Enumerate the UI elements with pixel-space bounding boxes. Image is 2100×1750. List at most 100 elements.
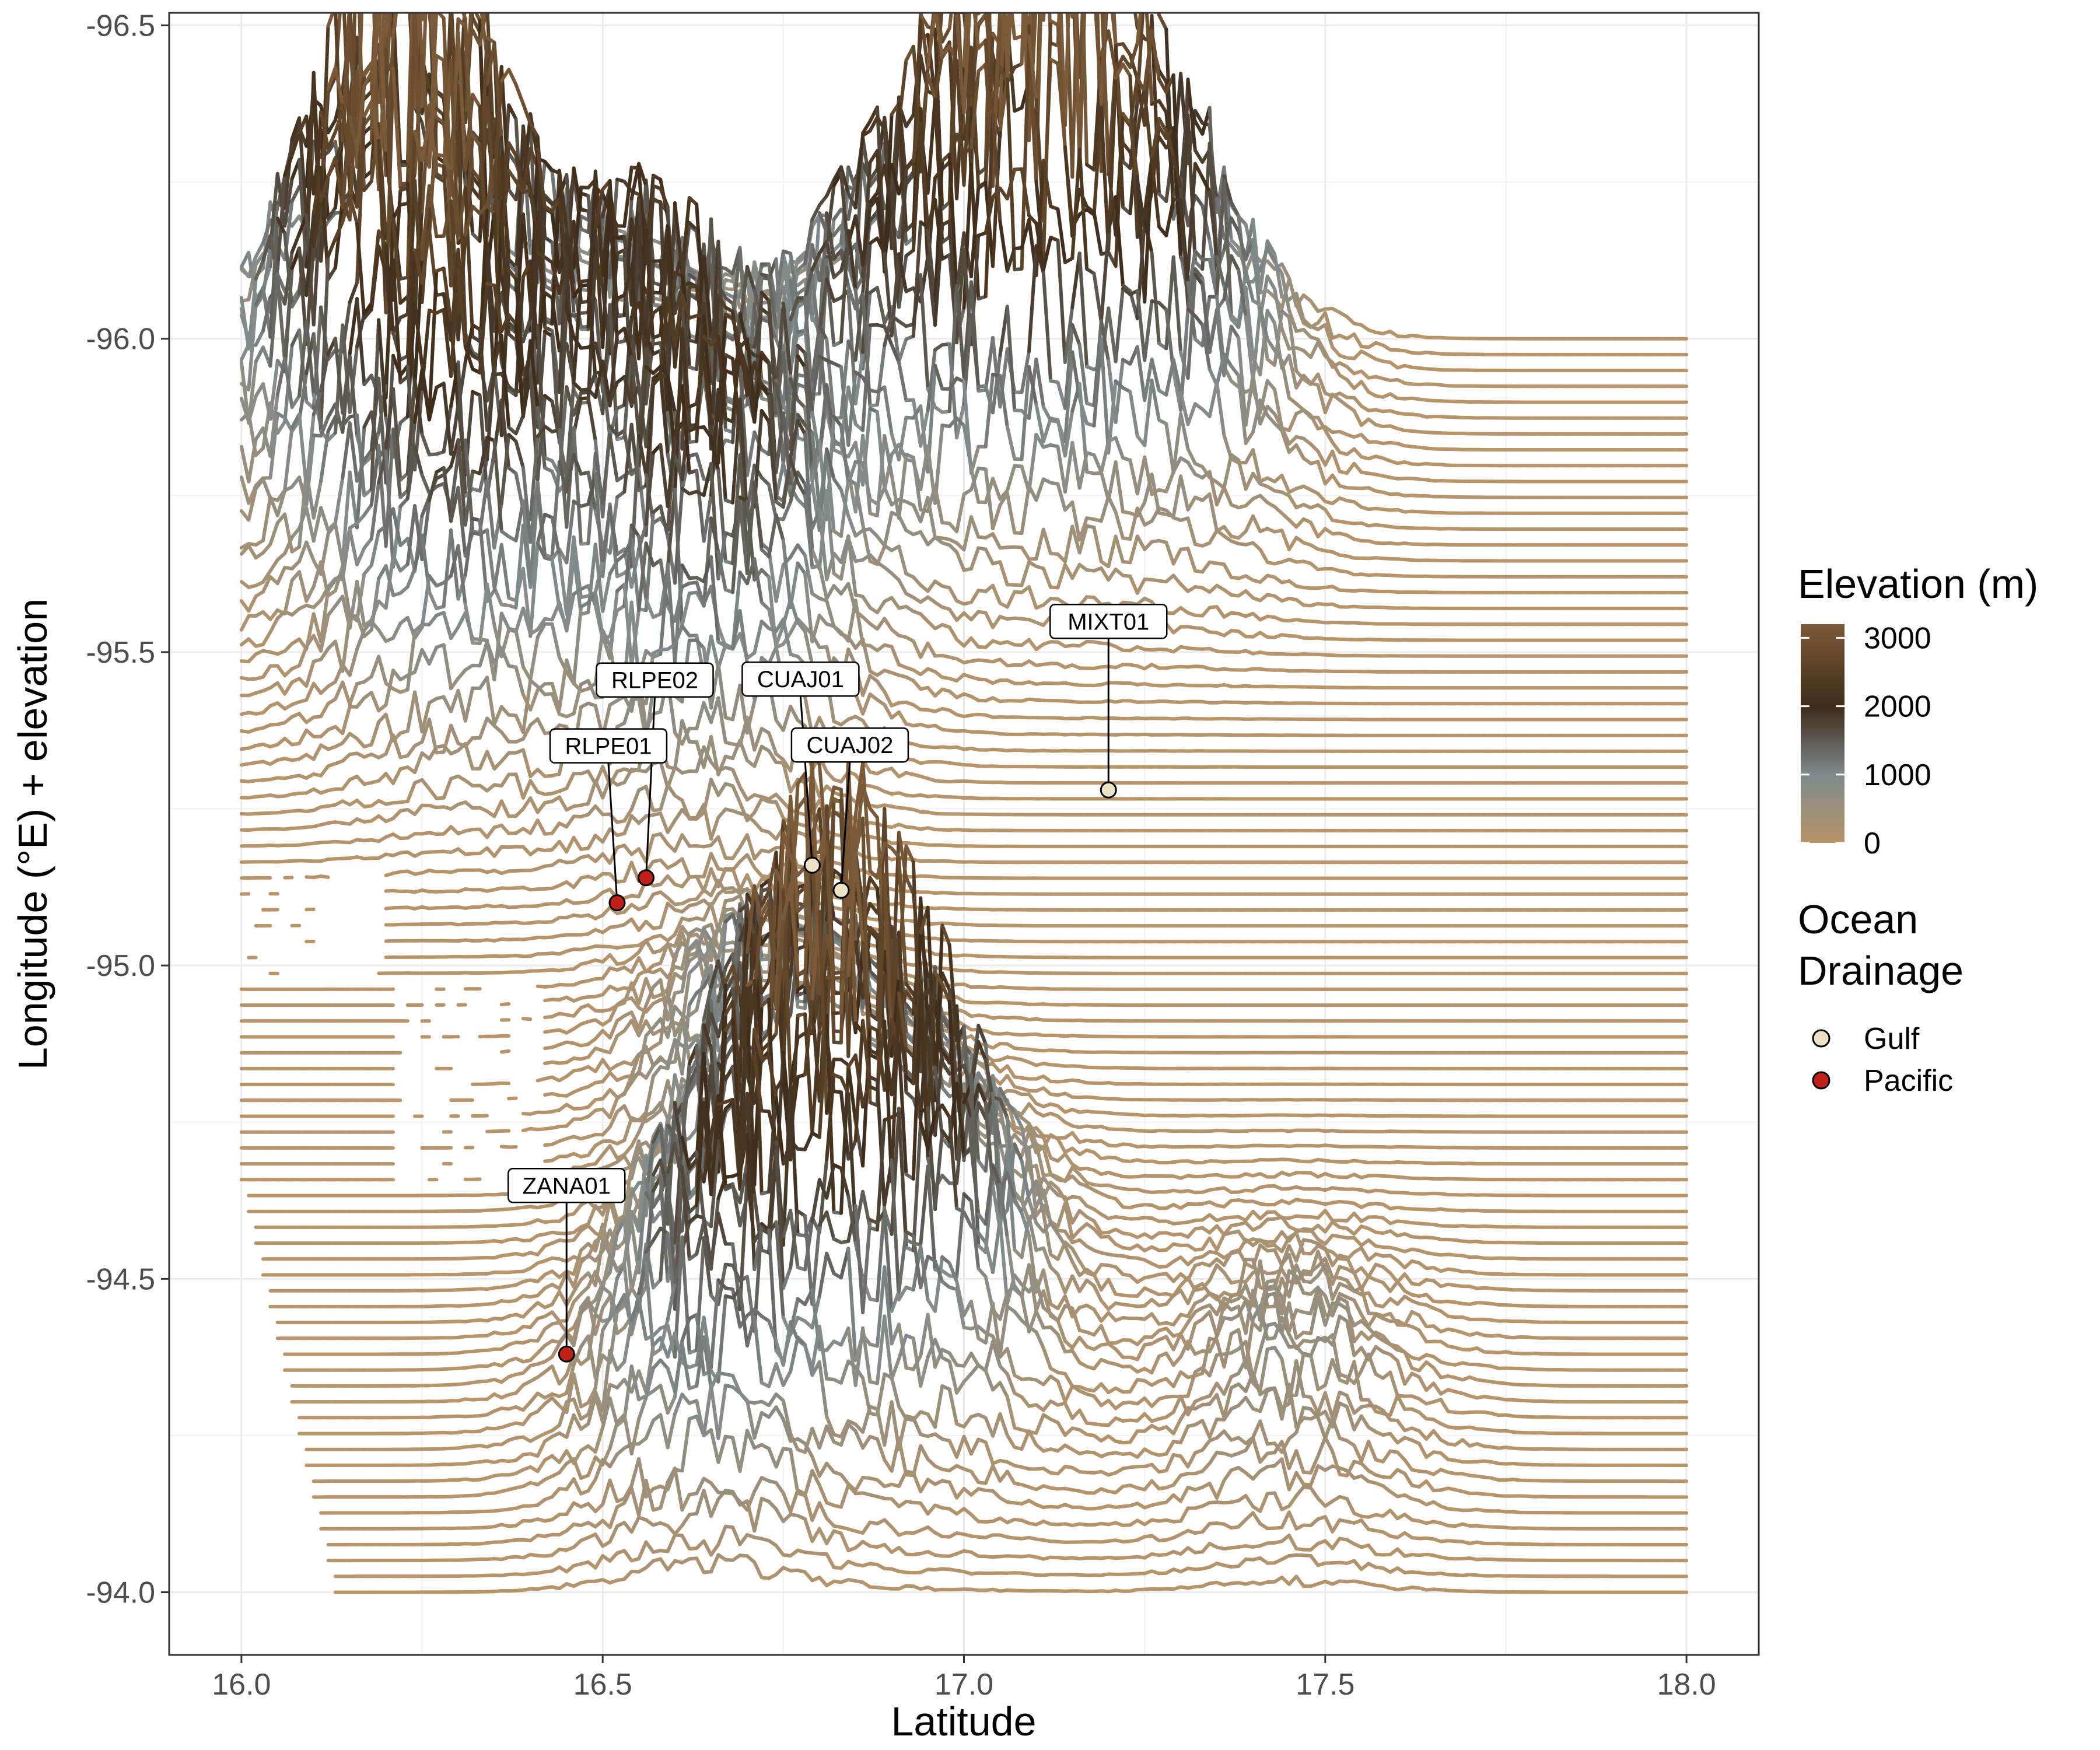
profile-segment <box>254 345 265 363</box>
profile-segment <box>1157 68 1168 84</box>
profile-segment <box>298 372 309 422</box>
profile-segment <box>485 203 496 216</box>
profile-segment <box>355 222 366 320</box>
profile-segment <box>471 93 482 108</box>
profile-segment <box>1352 396 1363 408</box>
profile-segment <box>261 218 272 245</box>
profile-segment <box>1128 458 1139 496</box>
profile-segment <box>926 96 937 195</box>
profile-segment <box>319 174 330 203</box>
profile-segment <box>1024 13 1031 28</box>
profile-segment <box>1208 310 1219 354</box>
profile-segment <box>1208 190 1219 258</box>
profile-segment <box>875 236 887 256</box>
profile-segment <box>1208 470 1219 507</box>
profile-segment <box>341 115 352 209</box>
profile-segment <box>991 354 1002 415</box>
profile-segment <box>875 344 887 407</box>
profile-segment <box>890 343 901 365</box>
profile-segment <box>1143 358 1154 402</box>
profile-segment <box>702 283 713 383</box>
profile-segment <box>1092 337 1103 428</box>
profile-segment <box>1287 412 1298 432</box>
profile-segment <box>1005 304 1017 412</box>
profile-segment <box>817 194 829 207</box>
profile-segment <box>1273 348 1284 363</box>
profile-segment <box>991 112 1002 223</box>
profile-segment <box>839 229 850 344</box>
profile-segment <box>1027 34 1038 102</box>
profile-segment <box>1215 352 1226 387</box>
profile-segment <box>1229 200 1241 218</box>
profile-segment <box>369 229 381 305</box>
profile-segment <box>1359 380 1371 394</box>
profile-segment <box>543 160 554 172</box>
profile-segment <box>463 186 475 339</box>
profile-segment <box>817 277 829 334</box>
profile-segment <box>521 146 533 194</box>
profile-segment <box>955 13 958 14</box>
profile-segment <box>348 194 359 226</box>
profile-segment <box>362 307 373 320</box>
profile-segment <box>998 373 1009 429</box>
profile-segment <box>1005 13 1011 34</box>
profile-segment <box>1193 194 1205 208</box>
profile-segment <box>1107 306 1118 363</box>
profile-segment <box>1265 239 1277 256</box>
profile-segment <box>326 236 337 258</box>
profile-segment <box>1200 465 1212 480</box>
profile-segment <box>622 165 634 228</box>
profile-segment <box>955 59 966 187</box>
profile-segment <box>810 203 821 222</box>
profile-segment <box>1144 13 1154 106</box>
profile-segment <box>463 204 475 237</box>
profile-segment <box>1287 308 1298 333</box>
profile-segment <box>1287 278 1298 306</box>
profile-segment <box>1193 314 1205 327</box>
profile-segment <box>853 292 865 362</box>
profile-segment <box>1331 360 1342 377</box>
profile-segment <box>1005 247 1017 273</box>
profile-segment <box>377 229 388 247</box>
profile-segment <box>1222 324 1233 377</box>
profile-segment <box>1179 412 1190 451</box>
profile-segment <box>781 351 793 437</box>
profile-segment <box>1273 387 1284 430</box>
profile-segment <box>810 251 821 272</box>
profile-segment <box>1005 167 1017 201</box>
profile-segment <box>1309 520 1320 539</box>
profile-segment <box>1099 229 1111 324</box>
profile-segment <box>355 84 366 151</box>
profile-segment <box>275 216 287 236</box>
profile-segment <box>825 277 836 303</box>
profile-segment <box>391 13 397 40</box>
profile-segment <box>1157 99 1168 114</box>
profile-segment <box>1186 162 1197 274</box>
profile-segment <box>1150 379 1161 422</box>
profile-segment <box>1345 461 1356 475</box>
profile-segment <box>637 228 648 360</box>
profile-segment <box>572 279 583 383</box>
profile-segment <box>868 191 879 204</box>
profile-segment <box>803 296 814 401</box>
profile-segment <box>904 173 915 186</box>
profile-segment <box>1073 13 1082 170</box>
profile-segment <box>593 169 605 277</box>
profile-segment <box>275 275 287 363</box>
profile-segment <box>803 218 814 265</box>
profile-segment <box>283 356 294 410</box>
profile-segment <box>1251 306 1262 383</box>
profile-segment <box>868 116 879 133</box>
profile-segment <box>348 281 359 304</box>
profile-segment <box>275 356 287 396</box>
profile-segment <box>1051 8 1058 11</box>
profile-segment <box>1215 485 1226 507</box>
profile-segment <box>935 13 944 44</box>
profile-segment <box>1179 391 1190 426</box>
profile-segment <box>1164 358 1175 397</box>
profile-segment <box>933 363 944 391</box>
profile-segment <box>1280 271 1291 312</box>
profile-segment <box>1114 286 1125 363</box>
profile-segment <box>319 254 330 428</box>
profile-segment <box>333 156 345 209</box>
